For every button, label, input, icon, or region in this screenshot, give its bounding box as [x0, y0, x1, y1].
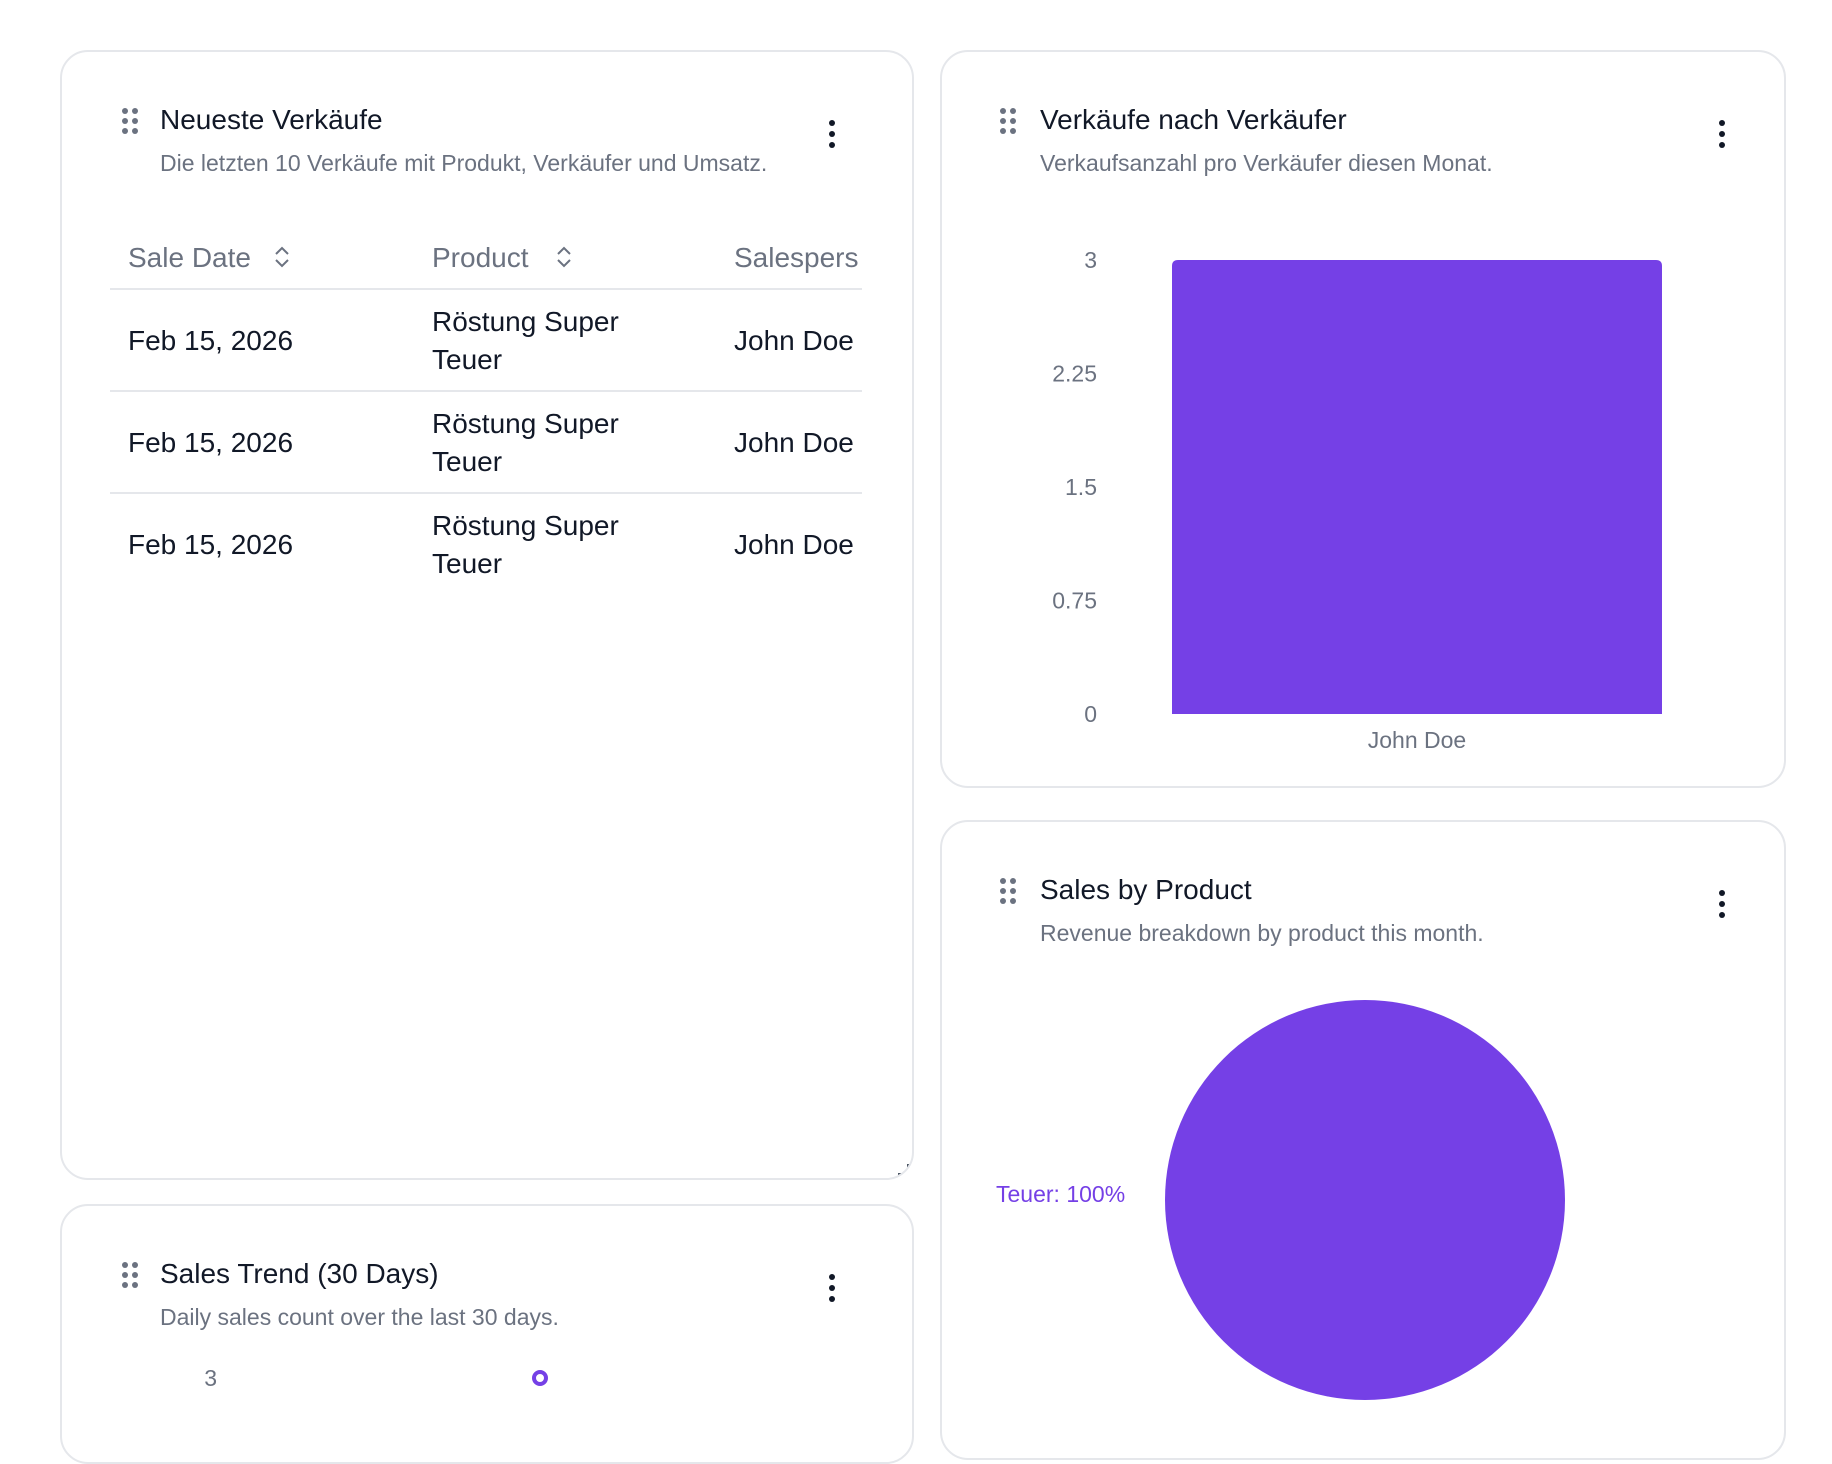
- line-chart: 3: [204, 1365, 548, 1391]
- data-point[interactable]: [532, 1370, 548, 1386]
- drag-handle-icon[interactable]: [1000, 878, 1018, 906]
- table-cell-date: Feb 15, 2026: [128, 325, 294, 356]
- card-title: Sales by Product: [1040, 874, 1252, 905]
- table-cell-product: Röstung Super Teuer: [432, 510, 619, 579]
- sales-by-product-card: Sales by Product Revenue breakdown by pr…: [940, 820, 1786, 1460]
- row-divider: [110, 492, 862, 494]
- y-tick-label: 3: [1084, 247, 1097, 273]
- card-title: Verkäufe nach Verkäufer: [1040, 104, 1347, 135]
- y-tick-label: 0: [1084, 701, 1097, 727]
- more-options-icon[interactable]: [1707, 884, 1737, 924]
- table-cell-product: Röstung Super Teuer: [432, 306, 619, 375]
- sort-icon[interactable]: [554, 242, 574, 272]
- card-title: Neueste Verkäufe: [160, 104, 383, 135]
- more-options-icon[interactable]: [1707, 114, 1737, 154]
- table-cell-date: Feb 15, 2026: [128, 427, 294, 458]
- table-cell-salesperson: John Doe: [734, 529, 854, 560]
- sales-trend-card: Sales Trend (30 Days) Daily sales count …: [60, 1204, 914, 1464]
- column-header-product[interactable]: Product: [432, 242, 529, 273]
- bar[interactable]: [1172, 260, 1662, 714]
- y-tick-label: 3: [204, 1365, 217, 1391]
- drag-handle-icon[interactable]: [122, 1262, 140, 1290]
- more-options-icon[interactable]: [817, 1268, 847, 1308]
- y-tick-label: 1.5: [1065, 474, 1097, 500]
- pie-chart: Teuer: 100%: [996, 1000, 1565, 1400]
- card-title: Sales Trend (30 Days): [160, 1258, 439, 1289]
- table-cell-salesperson: John Doe: [734, 325, 854, 356]
- x-tick-label: John Doe: [1368, 727, 1466, 753]
- table-cell-date: Feb 15, 2026: [128, 529, 294, 560]
- column-header-salesperson[interactable]: Salespers: [734, 242, 859, 273]
- sort-icon[interactable]: [272, 242, 292, 272]
- card-subtitle: Daily sales count over the last 30 days.: [160, 1304, 559, 1330]
- recent-sales-card: Neueste Verkäufe Die letzten 10 Verkäufe…: [60, 50, 914, 1180]
- row-divider: [110, 390, 862, 392]
- table-cell-salesperson: John Doe: [734, 427, 854, 458]
- table-cell-product: Röstung Super Teuer: [432, 408, 619, 477]
- bar-chart: 3 2.25 1.5 0.75 0 John Doe: [1052, 247, 1662, 753]
- y-tick-label: 2.25: [1052, 361, 1097, 387]
- y-tick-label: 0.75: [1052, 588, 1097, 614]
- card-subtitle: Die letzten 10 Verkäufe mit Produkt, Ver…: [160, 150, 768, 176]
- drag-handle-icon[interactable]: [122, 108, 140, 136]
- pie-slice[interactable]: [1165, 1000, 1565, 1400]
- column-header-sale-date[interactable]: Sale Date: [128, 242, 251, 273]
- resize-handle-icon[interactable]: [896, 1162, 910, 1176]
- card-subtitle: Revenue breakdown by product this month.: [1040, 920, 1484, 946]
- pie-label: Teuer: 100%: [996, 1181, 1125, 1207]
- header-divider: [110, 288, 862, 290]
- more-options-icon[interactable]: [817, 114, 847, 154]
- card-subtitle: Verkaufsanzahl pro Verkäufer diesen Mona…: [1040, 150, 1493, 176]
- drag-handle-icon[interactable]: [1000, 108, 1018, 136]
- sales-by-seller-card: Verkäufe nach Verkäufer Verkaufsanzahl p…: [940, 50, 1786, 788]
